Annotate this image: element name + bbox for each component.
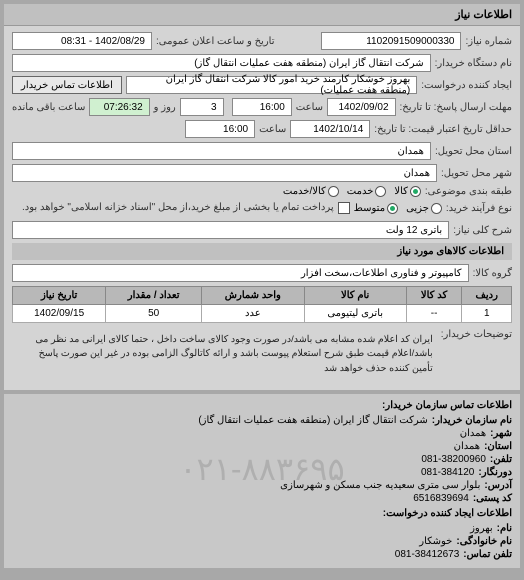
- validity-date: 1402/10/14: [290, 120, 370, 138]
- announce-field: 1402/08/29 - 08:31: [12, 32, 152, 50]
- panel-title: اطلاعات نیاز: [4, 4, 520, 26]
- td-date: 1402/09/15: [13, 305, 106, 323]
- items-section-title: اطلاعات کالاهای مورد نیاز: [12, 243, 512, 260]
- province-label: استان محل تحویل:: [435, 146, 512, 157]
- contact-title: اطلاعات تماس سازمان خریدار:: [12, 400, 512, 411]
- org-label: نام سازمان خریدار:: [432, 415, 512, 426]
- org-value: شرکت انتقال گاز ایران (منطقه هفت عملیات …: [198, 415, 427, 426]
- buyer-field: شرکت انتقال گاز ایران (منطقه هفت عملیات …: [12, 54, 431, 72]
- fax-label: دورنگار:: [478, 467, 512, 478]
- postal-value: 6516839694: [413, 493, 469, 504]
- table-header-row: ردیف کد کالا نام کالا واحد شمارش تعداد /…: [13, 287, 512, 305]
- th-code: کد کالا: [406, 287, 462, 305]
- surname-label: نام خانوادگی:: [456, 536, 512, 547]
- validity-time: 16:00: [185, 120, 255, 138]
- contact-province-value: همدان: [454, 441, 480, 452]
- radio-small[interactable]: [431, 203, 442, 214]
- address-value: بلوار سی متری سعیدیه جنب مسکن و شهرسازی: [280, 480, 480, 491]
- surname-value: خوشکار: [419, 536, 452, 547]
- deadline-send-time: 16:00: [232, 98, 292, 116]
- name-label: نام:: [497, 523, 512, 534]
- th-unit: واحد شمارش: [202, 287, 305, 305]
- validity-label: حداقل تاریخ اعتبار قیمت: تا تاریخ:: [374, 124, 512, 135]
- creator-field: بهروز خوشکار کارمند خرید امور کالا شرکت …: [126, 76, 417, 94]
- city-label: شهر محل تحویل:: [441, 168, 512, 179]
- process-note: پرداخت تمام یا بخشی از مبلغ خرید،از محل …: [22, 201, 334, 215]
- radio-medium[interactable]: [387, 203, 398, 214]
- td-row: 1: [462, 305, 512, 323]
- category-label: طبقه بندی موضوعی:: [425, 186, 512, 197]
- radio-goods-service[interactable]: [328, 186, 339, 197]
- province-field: همدان: [12, 142, 431, 160]
- th-name: نام کالا: [304, 287, 406, 305]
- request-number-label: شماره نیاز:: [465, 36, 512, 47]
- req-creator-title: اطلاعات ایجاد کننده درخواست:: [12, 508, 512, 519]
- notes-label: توضیحات خریدار:: [441, 329, 512, 340]
- contact-city-label: شهر:: [490, 428, 512, 439]
- th-date: تاریخ نیاز: [13, 287, 106, 305]
- radio-small-label: جزیی: [406, 203, 429, 214]
- radio-goods-service-label: کالا/خدمت: [283, 186, 326, 197]
- contact-info-button[interactable]: اطلاعات تماس خریدار: [12, 76, 122, 94]
- radio-service[interactable]: [375, 186, 386, 197]
- items-table: ردیف کد کالا نام کالا واحد شمارش تعداد /…: [12, 286, 512, 323]
- td-name: باتری لیتیومی: [304, 305, 406, 323]
- deadline-send-date: 1402/09/02: [327, 98, 396, 116]
- td-unit: عدد: [202, 305, 305, 323]
- radio-goods-label: کالا: [394, 186, 408, 197]
- days-label: روز و: [154, 102, 176, 113]
- th-qty: تعداد / مقدار: [106, 287, 202, 305]
- name-value: بهروز: [470, 523, 493, 534]
- validity-time-label: ساعت: [259, 124, 286, 135]
- creator-label: ایجاد کننده درخواست:: [421, 80, 512, 91]
- radio-medium-label: متوسط: [354, 203, 385, 214]
- td-qty: 50: [106, 305, 202, 323]
- summary-field: باتری 12 ولت: [12, 221, 449, 239]
- table-row: 1 -- باتری لیتیومی عدد 50 1402/09/15: [13, 305, 512, 323]
- days-remaining: 3: [180, 98, 224, 116]
- contact-phone-value: 081-38412673: [395, 549, 460, 560]
- summary-label: شرح کلی نیاز:: [453, 225, 512, 236]
- announce-label: تاریخ و ساعت اعلان عمومی:: [156, 36, 275, 47]
- postal-label: کد پستی:: [473, 493, 512, 504]
- contact-phone-label: تلفن تماس:: [463, 549, 512, 560]
- treasury-checkbox[interactable]: [338, 202, 350, 214]
- buyer-label: نام دستگاه خریدار:: [435, 58, 512, 69]
- city-field: همدان: [12, 164, 437, 182]
- notes-text: ایران کد اعلام شده مشابه می باشد/در صورت…: [12, 329, 437, 380]
- phone-value: 081-38200960: [421, 454, 486, 465]
- radio-service-label: خدمت: [347, 186, 374, 197]
- td-code: --: [406, 305, 462, 323]
- address-label: آدرس:: [484, 480, 512, 491]
- process-label: نوع فرآیند خرید:: [446, 203, 512, 214]
- contact-province-label: استان:: [484, 441, 512, 452]
- category-radio-group: کالا خدمت کالا/خدمت: [283, 186, 421, 197]
- phone-label: تلفن:: [490, 454, 512, 465]
- contact-city-value: همدان: [460, 428, 486, 439]
- request-number-field: 1102091509000330: [321, 32, 461, 50]
- group-label: گروه کالا:: [473, 268, 512, 279]
- time-remaining: 07:26:32: [89, 98, 149, 116]
- th-row: ردیف: [462, 287, 512, 305]
- deadline-send-label: مهلت ارسال پاسخ: تا تاریخ:: [400, 102, 512, 113]
- radio-goods[interactable]: [410, 186, 421, 197]
- remaining-label: ساعت باقی مانده: [12, 102, 85, 113]
- group-field: کامپیوتر و فناوری اطلاعات،سخت افزار: [12, 264, 469, 282]
- fax-value: 081-384120: [421, 467, 474, 478]
- deadline-time-label: ساعت: [296, 102, 323, 113]
- process-radio-group: جزیی متوسط: [354, 203, 442, 214]
